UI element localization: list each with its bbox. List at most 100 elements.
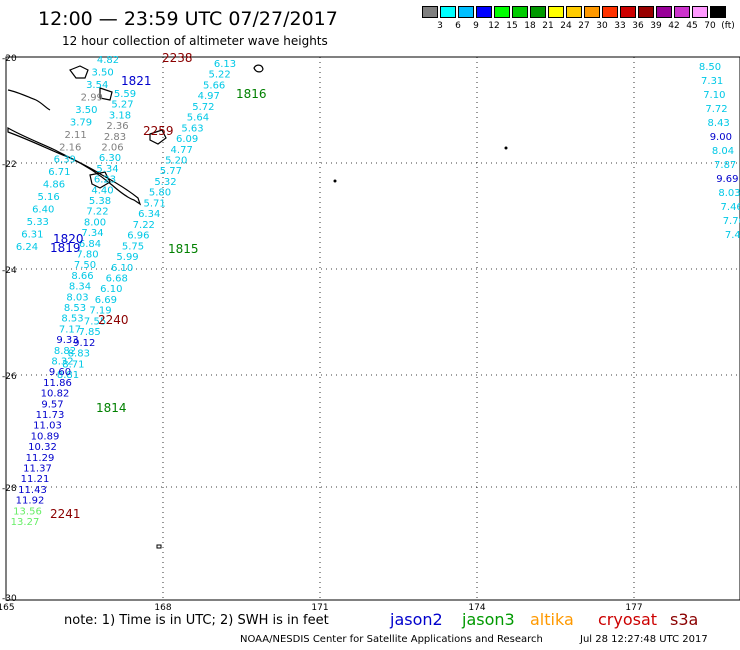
- swh-value: 7.72: [705, 104, 727, 115]
- swh-value: 10.82: [41, 389, 70, 400]
- swh-value: 8.81: [57, 370, 79, 381]
- swh-value: 7.80: [76, 250, 98, 261]
- credit-line: NOAA/NESDIS Center for Satellite Applica…: [240, 634, 543, 645]
- colorbar-label: 70: [704, 21, 716, 31]
- colorbar-label: 24: [560, 21, 572, 31]
- pass-time-label: 1821: [121, 74, 152, 88]
- swh-value: 6.68: [106, 273, 128, 284]
- colorbar-label: 3: [437, 21, 443, 31]
- satellite-legend-cryosat: cryosat: [598, 610, 658, 629]
- map-note: note: 1) Time is in UTC; 2) SWH is in fe…: [64, 613, 329, 628]
- longitude-label: 177: [625, 603, 642, 613]
- swh-value: 9.60: [49, 367, 71, 378]
- map-frame: [5, 56, 740, 601]
- colorbar-swatch: [422, 6, 438, 18]
- graticule: [6, 57, 740, 600]
- colorbar-swatch: [440, 6, 456, 18]
- swh-value: 6.23: [94, 175, 116, 186]
- colorbar-label: 18: [524, 21, 536, 31]
- islet-north: [253, 64, 264, 73]
- swh-value: 6.24: [16, 242, 38, 253]
- swh-value: 7.17: [59, 324, 81, 335]
- longitude-label: 168: [154, 603, 171, 613]
- islet-south: [156, 544, 162, 549]
- pass-time-label: 1814: [96, 401, 127, 415]
- colorbar-label: 33: [614, 21, 626, 31]
- swh-value: 5.80: [149, 188, 171, 199]
- swh-value: 5.22: [208, 70, 230, 81]
- swh-value: 5.99: [116, 252, 138, 263]
- swh-value: 7.22: [86, 207, 108, 218]
- pass-time-label: 1815: [168, 242, 199, 256]
- colorbar-label: 27: [578, 21, 590, 31]
- colorbar-label: 30: [596, 21, 608, 31]
- colorbar-label: 9: [473, 21, 479, 31]
- swh-value: 8.83: [68, 349, 90, 360]
- generated-timestamp: Jul 28 12:27:48 UTC 2017: [580, 634, 708, 645]
- swh-value: 5.20: [165, 156, 187, 167]
- swh-value: 5.77: [160, 166, 182, 177]
- swh-value: 8.53: [64, 303, 86, 314]
- colorbar-label: (ft): [721, 21, 735, 31]
- colorbar-label: 15: [506, 21, 518, 31]
- swh-value: 7.87: [714, 160, 736, 171]
- swh-value: 7.50: [74, 260, 96, 271]
- colorbar-label: 45: [686, 21, 698, 31]
- swh-value: 3.18: [109, 110, 131, 121]
- swh-value: 3.54: [86, 80, 108, 91]
- swh-value: 2.11: [64, 130, 86, 141]
- satellite-legend-s3a: s3a: [670, 610, 699, 629]
- colorbar-swatch: [692, 6, 708, 18]
- pass-time-label: 2238: [162, 51, 193, 65]
- swh-value: 6.40: [32, 205, 54, 216]
- colorbar-swatch: [602, 6, 618, 18]
- islet-east: [504, 146, 508, 150]
- satellite-legend-altika: altika: [530, 610, 574, 629]
- colorbar-swatch: [512, 6, 528, 18]
- loyalty-islands: [69, 65, 167, 189]
- swh-value: 5.16: [37, 192, 59, 203]
- swh-value: 8.53: [61, 314, 83, 325]
- swh-value: 5.33: [27, 217, 49, 228]
- swh-value: 2.36: [106, 121, 128, 132]
- new-caledonia-north-coast: [7, 89, 51, 111]
- colorbar-swatch: [656, 6, 672, 18]
- pass-time-label: 2241: [50, 507, 81, 521]
- new-caledonia-coast: [7, 126, 142, 206]
- swh-value: 5.63: [181, 123, 203, 134]
- longitude-label: 171: [311, 603, 328, 613]
- swh-value: 8.34: [69, 282, 91, 293]
- page-title: 12:00 — 23:59 UTC 07/27/2017: [38, 8, 338, 30]
- swh-value: 6.84: [79, 239, 101, 250]
- satellite-legend-jason3: jason3: [462, 610, 515, 629]
- swh-value: 7.34: [81, 228, 103, 239]
- swh-value: 8.43: [708, 118, 730, 129]
- swh-value: 7.19: [89, 306, 111, 317]
- colorbar-label: 36: [632, 21, 644, 31]
- swh-value: 11.73: [36, 410, 65, 421]
- swh-value: 8.82: [54, 346, 76, 357]
- pass-time-label: 1820: [53, 232, 84, 246]
- swh-value: 6.31: [21, 230, 43, 241]
- latitude-label: -24: [2, 266, 17, 276]
- swh-value: 9.57: [41, 399, 63, 410]
- swh-value: 5.64: [187, 113, 209, 124]
- swh-value: 10.32: [28, 442, 57, 453]
- swh-value: 8.50: [699, 62, 721, 73]
- swh-value: 5.38: [89, 196, 111, 207]
- swh-value: 6.10: [111, 263, 133, 274]
- swh-value: 5.71: [143, 198, 165, 209]
- swh-value: 13.56: [13, 506, 42, 517]
- swh-value: 11.21: [21, 474, 50, 485]
- swh-value: 4.97: [198, 91, 220, 102]
- colorbar-swatch: [476, 6, 492, 18]
- swh-value: 5.34: [96, 164, 118, 175]
- swh-value: 6.30: [99, 153, 121, 164]
- swh-value: 6.96: [127, 231, 149, 242]
- colorbar-swatch: [620, 6, 636, 18]
- swh-value: 11.29: [26, 453, 55, 464]
- colorbar-swatch: [710, 6, 726, 18]
- swh-value: 9.33: [56, 335, 78, 346]
- swh-value: 7.46: [721, 202, 740, 213]
